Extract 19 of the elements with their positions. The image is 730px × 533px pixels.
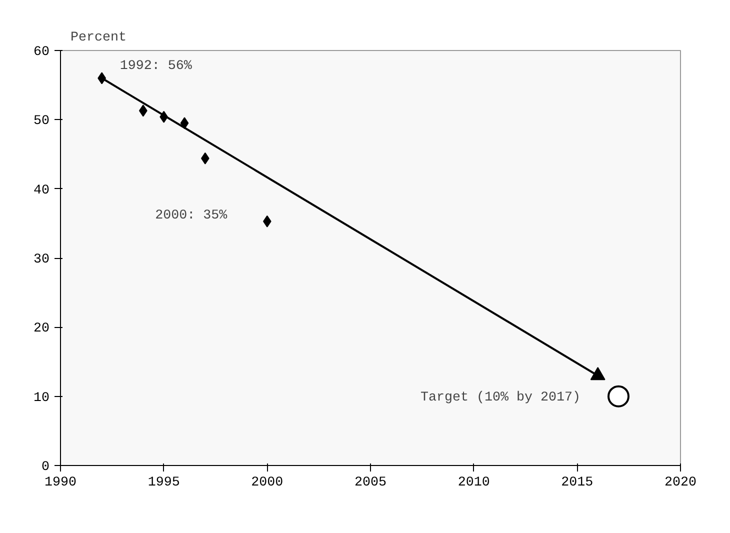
x-tick-label: 2010 bbox=[458, 476, 490, 490]
annotation: 2000: 35% bbox=[155, 208, 228, 224]
annotation: 1992: 56% bbox=[120, 59, 192, 74]
y-tick-label: 60 bbox=[34, 45, 50, 60]
annotation: Target (10% by 2017) bbox=[420, 390, 581, 406]
x-tick-label: 1995 bbox=[148, 476, 180, 490]
y-tick-label: 50 bbox=[34, 114, 50, 130]
y-axis-title: Percent bbox=[70, 30, 126, 46]
point bbox=[608, 385, 630, 408]
x-tick-label: 2005 bbox=[354, 476, 387, 490]
y-tick-label: 30 bbox=[34, 252, 50, 268]
x-tick-label: 2020 bbox=[664, 476, 697, 490]
y-tick-label: 10 bbox=[34, 390, 50, 406]
x-tick-label: 2015 bbox=[561, 476, 594, 490]
y-tick-label: 20 bbox=[34, 322, 50, 337]
x-tick-label: 2000 bbox=[251, 476, 284, 490]
x-tick-label: 1990 bbox=[44, 476, 77, 490]
y-tick-label: 0 bbox=[42, 460, 50, 475]
y-tick-label: 40 bbox=[34, 183, 50, 198]
